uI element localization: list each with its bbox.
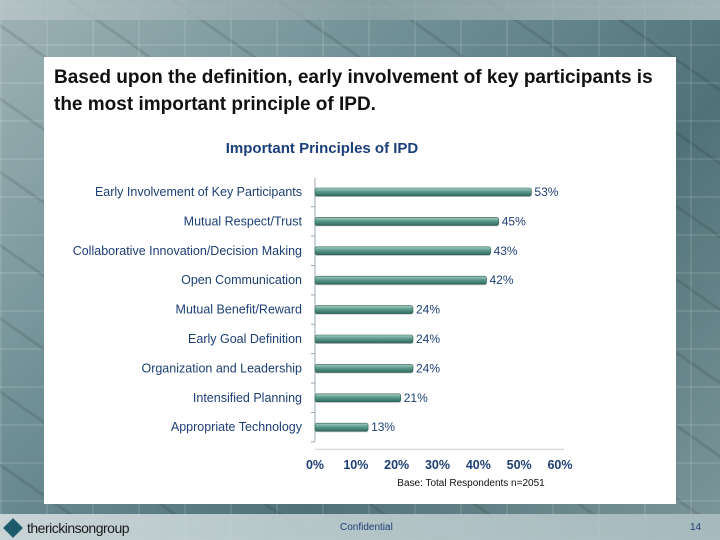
logo-diamond-icon xyxy=(3,518,23,538)
category-label: Open Communication xyxy=(181,273,302,287)
value-label: 24% xyxy=(416,361,440,375)
page-number: 14 xyxy=(690,522,702,533)
bar xyxy=(314,246,491,256)
category-label: Early Goal Definition xyxy=(188,332,302,346)
bar xyxy=(314,334,414,344)
company-logo: therickinsongroup xyxy=(3,518,130,538)
value-label: 42% xyxy=(490,273,514,287)
category-label: Mutual Respect/Trust xyxy=(184,214,303,228)
bar xyxy=(314,305,414,314)
logo-text: therickinsongroup xyxy=(27,520,130,536)
bar xyxy=(314,393,402,403)
category-label: Collaborative Innovation/Decision Making xyxy=(73,244,302,258)
confidential-label: Confidential xyxy=(340,522,393,533)
value-label: 21% xyxy=(404,391,428,405)
base-note: Base: Total Respondents n=2051 xyxy=(397,478,545,489)
bar xyxy=(314,217,500,226)
category-label: Appropriate Technology xyxy=(171,420,303,434)
value-label: 53% xyxy=(534,185,558,199)
value-labels: 53% 45% 43% 42% 24% 24% 24% 21% 13% xyxy=(371,185,559,434)
value-label: 13% xyxy=(371,420,395,434)
x-tick-label: 60% xyxy=(547,458,572,472)
category-label: Organization and Leadership xyxy=(141,361,302,375)
value-label: 24% xyxy=(416,332,440,346)
x-tick-label: 0% xyxy=(306,458,324,472)
x-tick-labels: 0% 10% 20% 30% 40% 50% 60% xyxy=(306,458,573,472)
footer-bar xyxy=(0,514,720,540)
x-tick-label: 50% xyxy=(507,458,532,472)
x-tick-label: 20% xyxy=(384,458,409,472)
bar xyxy=(314,364,414,373)
category-label: Early Involvement of Key Participants xyxy=(95,185,302,199)
value-label: 45% xyxy=(502,214,526,228)
bar xyxy=(314,275,487,285)
slide-headline: Based upon the definition, early involve… xyxy=(54,67,653,115)
category-labels: Early Involvement of Key Participants Mut… xyxy=(73,185,303,434)
chart-title: Important Principles of IPD xyxy=(226,140,419,157)
chart-bars xyxy=(314,187,532,433)
bar xyxy=(314,422,369,432)
x-tick-label: 10% xyxy=(343,458,368,472)
value-label: 24% xyxy=(416,303,440,317)
bar xyxy=(314,187,532,197)
category-label: Intensified Planning xyxy=(193,391,302,405)
value-label: 43% xyxy=(494,244,518,258)
x-tick-label: 30% xyxy=(425,458,450,472)
x-tick-label: 40% xyxy=(466,458,491,472)
category-label: Mutual Benefit/Reward xyxy=(176,303,303,317)
background-top-strip xyxy=(0,0,720,20)
